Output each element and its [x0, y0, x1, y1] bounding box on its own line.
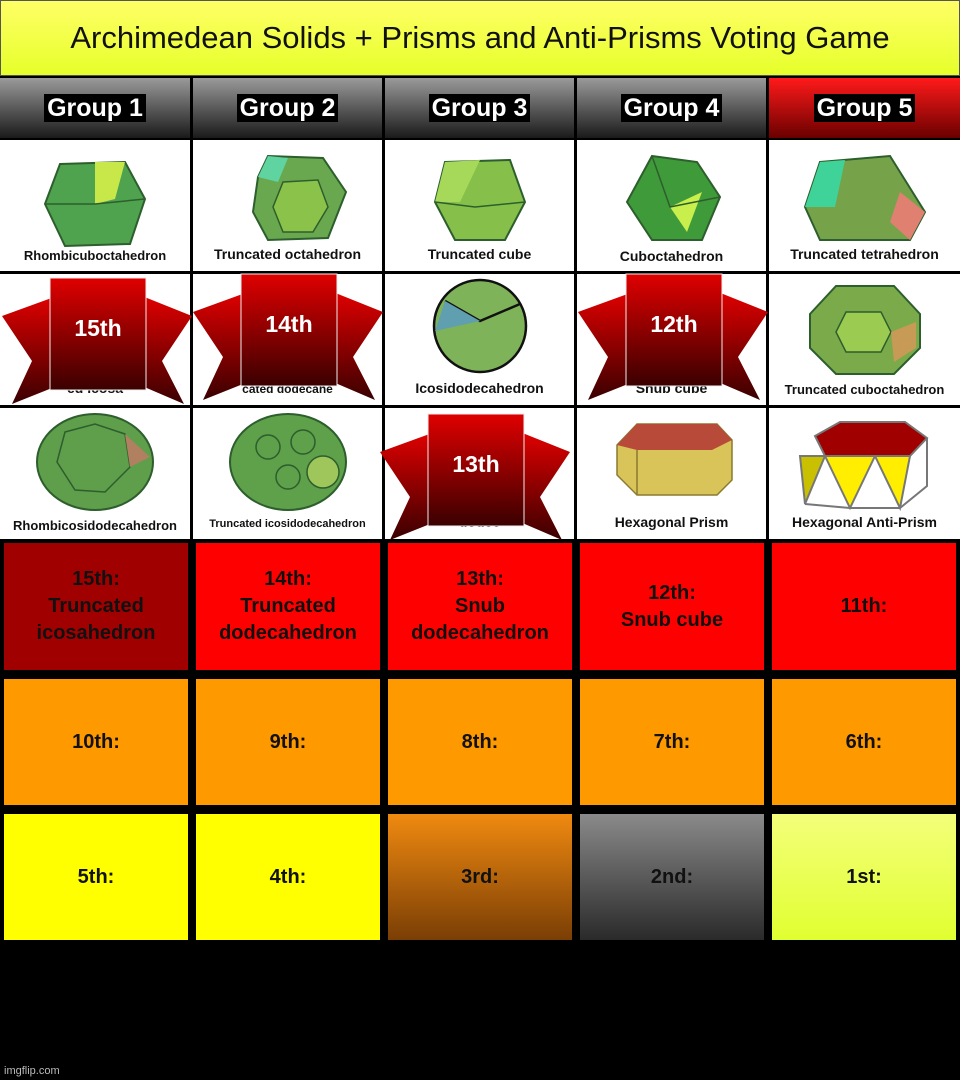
solid-label: Rhombicosidodecahedron: [13, 518, 177, 533]
group-5-header: Group 5: [769, 78, 960, 138]
solid-cell-hexagonal-anti-prism[interactable]: Hexagonal Anti-Prism: [769, 408, 960, 539]
rank-box-12th: 12th: Snub cube: [580, 543, 764, 670]
solid-cell-hexagonal-prism[interactable]: Hexagonal Prism: [577, 408, 766, 539]
rank-box-7th: 7th:: [580, 679, 764, 805]
group-1-header: Group 1: [0, 78, 190, 138]
group-4-header: Group 4: [577, 78, 766, 138]
group-3-label: Group 3: [428, 94, 531, 122]
solid-label: Truncated cube: [427, 246, 532, 262]
rank-box-8th: 8th:: [388, 679, 572, 805]
solid-cell-truncated-icosidodecahedron[interactable]: Truncated icosidodecahedron: [193, 408, 382, 539]
solid-cell-truncated-cuboctahedron[interactable]: Truncated cuboctahedron: [769, 274, 960, 405]
group-3-header: Group 3: [385, 78, 574, 138]
group-5-label: Group 5: [813, 94, 916, 122]
rank-box-4th: 4th:: [196, 814, 380, 940]
solid-cell-truncated-cube[interactable]: Truncated cube: [385, 140, 574, 271]
ribbon-15th: 15th: [2, 277, 192, 404]
solid-cell-truncated-octahedron[interactable]: Truncated octahedron: [193, 140, 382, 271]
solid-label: Hexagonal Prism: [614, 514, 729, 530]
truncated-icosidodecahedron-icon: [228, 413, 347, 511]
rank-box-5th: 5th:: [4, 814, 188, 940]
rank-box-1st: 1st:: [772, 814, 956, 940]
truncated-cube-icon: [433, 158, 526, 241]
ribbon-12th-label: 12th: [650, 311, 697, 337]
solid-label: Hexagonal Anti-Prism: [792, 514, 937, 530]
ribbon-15th-label: 15th: [74, 315, 121, 341]
icosidodecahedron-icon: [432, 278, 527, 374]
watermark: imgflip.com: [4, 1065, 60, 1077]
rank-box-9th: 9th:: [196, 679, 380, 805]
group-4-label: Group 4: [620, 94, 723, 122]
rank-box-3rd: 3rd:: [388, 814, 572, 940]
solid-label: Truncated octahedron: [213, 246, 362, 262]
truncated-octahedron-icon: [251, 154, 347, 242]
ribbon-12th: 12th: [578, 273, 768, 400]
rank-box-14th: 14th: Truncated dodecahedron: [196, 543, 380, 670]
rank-box-2nd: 2nd:: [580, 814, 764, 940]
hexagonal-prism-icon: [615, 423, 733, 496]
ribbon-13th-label: 13th: [452, 451, 499, 477]
group-2-header: Group 2: [193, 78, 382, 138]
solid-label: Truncated cuboctahedron: [784, 382, 945, 397]
solid-label: Cuboctahedron: [619, 248, 724, 264]
rank-box-15th: 15th: Truncated icosahedron: [4, 543, 188, 670]
solid-cell-icosidodecahedron[interactable]: Icosidodecahedron: [385, 274, 574, 405]
solid-label: Rhombicuboctahedron: [23, 248, 167, 263]
rank-box-10th: 10th:: [4, 679, 188, 805]
group-1-label: Group 1: [44, 94, 146, 122]
rhombicosidodecahedron-icon: [36, 413, 154, 511]
solid-cell-rhombicosidodecahedron[interactable]: Rhombicosidodecahedron: [0, 408, 190, 539]
hexagonal-anti-prism-icon: [798, 421, 929, 512]
ribbon-13th: 13th: [380, 413, 570, 540]
truncated-cuboctahedron-icon: [808, 285, 921, 375]
page-title: Archimedean Solids + Prisms and Anti-Pri…: [0, 0, 960, 76]
solid-cell-cuboctahedron[interactable]: Cuboctahedron: [577, 140, 766, 271]
solid-label: Icosidodecahedron: [415, 380, 544, 396]
truncated-tetrahedron-icon: [803, 154, 926, 241]
rhombicuboctahedron-icon: [43, 160, 147, 248]
solid-cell-rhombicuboctahedron[interactable]: Rhombicuboctahedron: [0, 140, 190, 271]
ribbon-14th-label: 14th: [265, 311, 312, 337]
cuboctahedron-icon: [625, 154, 721, 241]
rank-box-6th: 6th:: [772, 679, 956, 805]
ribbon-14th: 14th: [193, 273, 383, 400]
rank-box-13th: 13th: Snub dodecahedron: [388, 543, 572, 670]
rank-box-11th: 11th:: [772, 543, 956, 670]
solid-label: Truncated tetrahedron: [790, 246, 939, 262]
solid-cell-truncated-tetrahedron[interactable]: Truncated tetrahedron: [769, 140, 960, 271]
solid-label: Truncated icosidodecahedron: [209, 518, 366, 530]
group-2-label: Group 2: [236, 94, 339, 122]
